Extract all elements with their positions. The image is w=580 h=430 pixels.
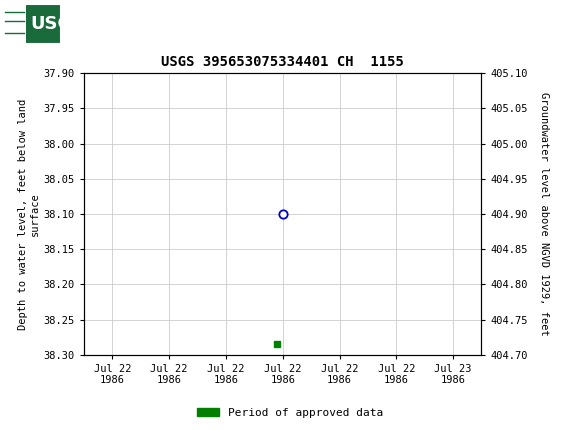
- Title: USGS 395653075334401 CH  1155: USGS 395653075334401 CH 1155: [161, 55, 404, 69]
- Text: USGS: USGS: [30, 15, 85, 33]
- Y-axis label: Depth to water level, feet below land
surface: Depth to water level, feet below land su…: [18, 98, 39, 329]
- Bar: [3, 4, 61, 43]
- Bar: [3, 4, 26, 43]
- Y-axis label: Groundwater level above NGVD 1929, feet: Groundwater level above NGVD 1929, feet: [539, 92, 549, 336]
- Legend: Period of approved data: Period of approved data: [193, 403, 387, 422]
